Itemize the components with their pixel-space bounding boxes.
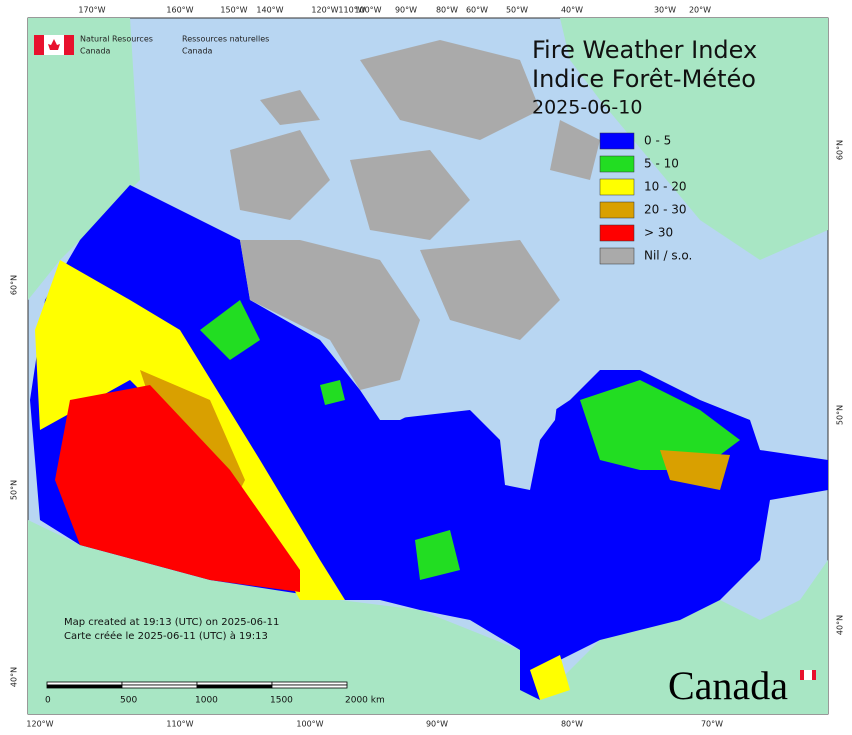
top-label: 110°W: [338, 6, 365, 15]
top-label: 20°W: [689, 6, 711, 15]
fwi-yellow-south: [530, 655, 570, 700]
top-label: 30°W: [654, 6, 676, 15]
agency-en: Natural Resources: [80, 35, 153, 44]
scale-segment: [121, 681, 198, 686]
top-label: 80°W: [436, 6, 458, 15]
scale-bar: 0 500 1000 1500 2000 km: [45, 681, 385, 706]
scale-segment: [196, 684, 273, 689]
title-date: 2025-06-10: [532, 97, 642, 119]
island: [260, 90, 320, 125]
top-label: 120°W: [311, 6, 338, 15]
title-fr: Indice Forêt-Météo: [532, 65, 756, 93]
bottom-label: 110°W: [166, 720, 193, 729]
baffin-island: [420, 240, 560, 340]
bottom-label: 120°W: [26, 720, 53, 729]
bottom-label: 80°W: [561, 720, 583, 729]
agency-en-2: Canada: [80, 47, 111, 56]
legend-label: 5 - 10: [644, 157, 679, 171]
scale-segment: [46, 684, 123, 689]
map-area: [27, 17, 829, 715]
green-patch: [200, 300, 260, 360]
legend-swatch: [599, 247, 635, 265]
legend-label: 0 - 5: [644, 134, 671, 148]
green-patch: [415, 530, 460, 580]
scale-segment: [46, 681, 123, 686]
legend: 0 - 5 5 - 10 10 - 20 20 - 30 > 30 Nil / s.o.: [599, 132, 692, 265]
scale-label: 1000: [195, 696, 218, 706]
scale-label: 2000 km: [345, 696, 385, 706]
left-label: 40°N: [10, 667, 19, 687]
fwi-green-areas: [200, 300, 740, 580]
legend-label: 20 - 30: [644, 203, 687, 217]
united-states: [28, 520, 828, 714]
greenland: [560, 18, 828, 260]
maple-leaf: [48, 39, 60, 50]
bottom-label: 90°W: [426, 720, 448, 729]
fwi-orange-east: [660, 450, 730, 490]
fwi-red-area: [55, 385, 300, 592]
legend-swatch: [599, 201, 635, 219]
legend-label: > 30: [644, 226, 673, 240]
top-label: 100°W: [354, 6, 381, 15]
ellesmere-island: [360, 40, 540, 140]
top-label: 150°W: [220, 6, 247, 15]
island: [350, 150, 470, 240]
legend-label: 10 - 20: [644, 180, 687, 194]
agency-fr-2: Canada: [182, 47, 213, 56]
legend-swatch: [599, 178, 635, 196]
legend-swatch: [599, 132, 635, 150]
scale-label: 0: [45, 696, 51, 706]
legend-swatch: [599, 224, 635, 242]
scale-segment: [196, 681, 273, 686]
canada-wordmark: Canada: [668, 663, 788, 708]
scale-segment: [121, 684, 198, 689]
arctic-mainland: [240, 240, 420, 390]
scale-label: 1500: [270, 696, 293, 706]
green-patch: [320, 380, 345, 405]
island: [550, 120, 600, 180]
green-patch: [580, 380, 740, 470]
bottom-label: 70°W: [701, 720, 723, 729]
right-label: 40°N: [836, 615, 845, 635]
flag-bar: [34, 35, 44, 55]
agency-fr: Ressources naturelles: [182, 35, 269, 44]
legend-swatch: [599, 155, 635, 173]
scale-segment: [271, 684, 348, 689]
scale-segment: [271, 681, 348, 686]
island: [230, 130, 330, 220]
credit-fr: Carte créée le 2025-06-11 (UTC) à 19:13: [64, 630, 268, 642]
top-label: 160°W: [166, 6, 193, 15]
scale-label: 500: [120, 696, 137, 706]
credit-en: Map created at 19:13 (UTC) on 2025-06-11: [64, 617, 279, 628]
hudson-bay: [380, 360, 560, 490]
wordmark-flag-field: [804, 670, 812, 680]
alaska: [28, 18, 140, 300]
legend-label: Nil / s.o.: [644, 249, 692, 263]
right-label: 60°N: [836, 140, 845, 160]
bottom-label: 100°W: [296, 720, 323, 729]
top-label: 40°W: [561, 6, 583, 15]
agency-signature: Natural Resources Canada Ressources natu…: [34, 35, 269, 56]
flag-bar: [64, 35, 74, 55]
top-label: 90°W: [395, 6, 417, 15]
top-label: 60°W: [466, 6, 488, 15]
title-en: Fire Weather Index: [532, 36, 757, 64]
top-label: 140°W: [256, 6, 283, 15]
right-label: 50°N: [836, 405, 845, 425]
top-label: 170°W: [78, 6, 105, 15]
arctic-islands: [230, 40, 600, 390]
top-label: 50°W: [506, 6, 528, 15]
left-label: 50°N: [10, 480, 19, 500]
left-label: 60°N: [10, 275, 19, 295]
